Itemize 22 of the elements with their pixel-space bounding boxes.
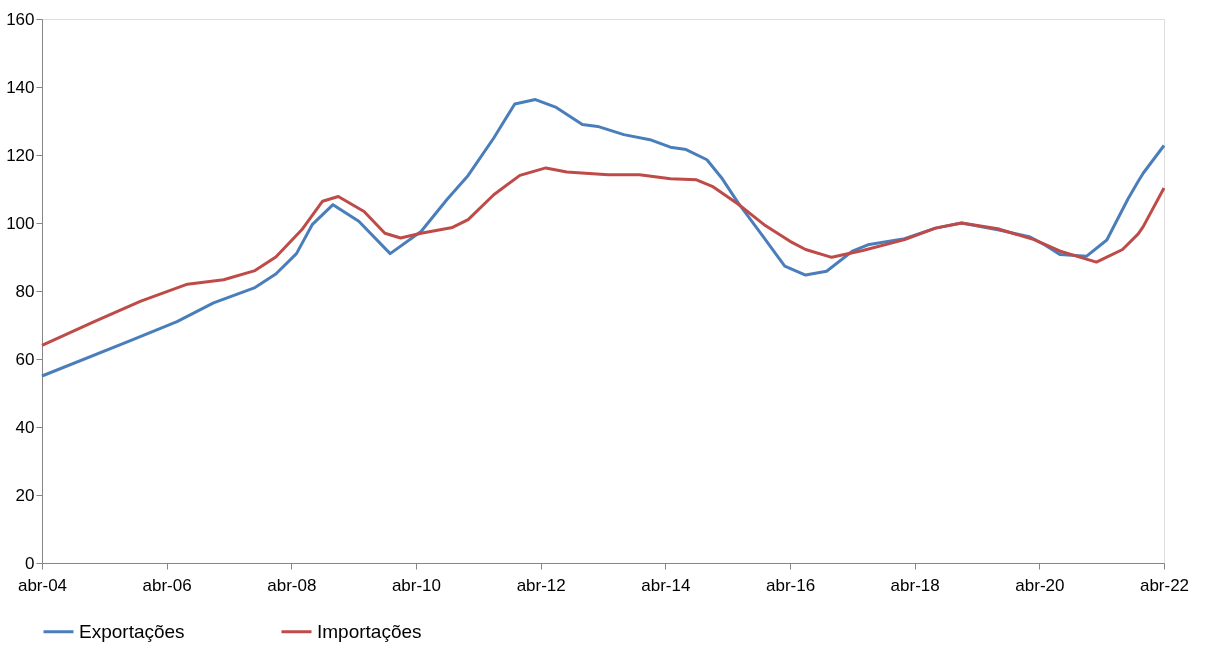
y-tick-label: 100 (6, 213, 35, 233)
y-tick-label: 60 (15, 349, 35, 369)
y-tick-label: 20 (15, 485, 35, 505)
x-tick-label: abr-04 (17, 575, 68, 595)
x-tick-label: abr-10 (391, 575, 442, 595)
x-tick-label: abr-06 (142, 575, 192, 595)
y-tick-label: 0 (25, 553, 35, 573)
y-tick-label: 120 (6, 145, 35, 165)
x-tick-label: abr-22 (1139, 575, 1190, 595)
y-tick-label: 40 (15, 417, 35, 437)
y-tick-label: 80 (15, 281, 35, 301)
legend-label: Exportações (79, 620, 185, 642)
x-tick-label: abr-08 (267, 575, 317, 595)
y-tick-label: 140 (6, 77, 35, 97)
x-tick-label: abr-14 (641, 575, 691, 595)
x-tick-label: abr-16 (765, 575, 816, 595)
x-tick-label: abr-18 (890, 575, 940, 595)
y-tick-label: 160 (6, 9, 35, 29)
x-tick-label: abr-12 (516, 575, 566, 595)
line-series (40, 166, 1166, 347)
x-tick-label: abr-20 (1015, 575, 1065, 595)
legend-label: Importações (317, 620, 422, 642)
